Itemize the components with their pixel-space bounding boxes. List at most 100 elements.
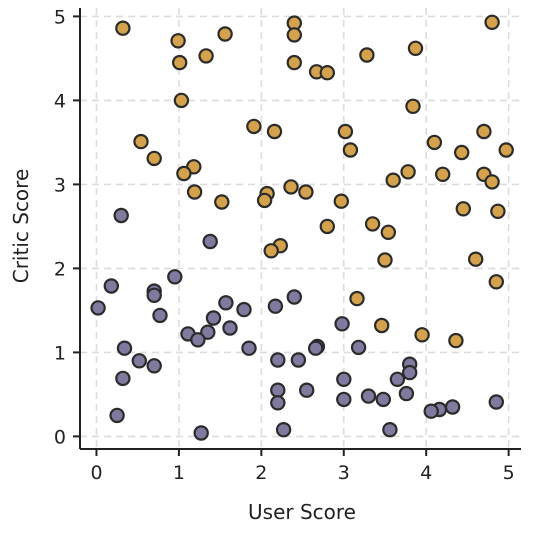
data-point: [118, 342, 131, 355]
data-point: [337, 373, 350, 386]
x-axis-label: User Score: [248, 500, 356, 524]
data-point: [172, 34, 185, 47]
data-point: [403, 366, 416, 379]
data-point: [292, 353, 305, 366]
y-tick-label: 2: [54, 258, 66, 280]
data-point: [111, 409, 124, 422]
x-tick-label: 1: [173, 462, 185, 484]
data-point: [271, 396, 284, 409]
data-point: [269, 300, 282, 313]
data-point: [490, 395, 503, 408]
grid: [80, 8, 521, 449]
data-point: [490, 275, 503, 288]
data-point: [436, 168, 449, 181]
data-point: [377, 393, 390, 406]
data-point: [309, 342, 322, 355]
data-point: [265, 244, 278, 257]
data-point: [299, 185, 312, 198]
data-point: [366, 217, 379, 230]
data-point: [288, 290, 301, 303]
data-point: [378, 253, 391, 266]
data-point: [477, 125, 490, 138]
data-point: [188, 185, 201, 198]
data-point: [350, 292, 363, 305]
data-point: [175, 94, 188, 107]
data-point: [247, 120, 260, 133]
data-point: [288, 56, 301, 69]
data-point: [491, 205, 504, 218]
data-point: [271, 384, 284, 397]
data-point: [321, 220, 334, 233]
data-point: [215, 195, 228, 208]
data-point: [486, 175, 499, 188]
data-point: [115, 209, 128, 222]
data-point: [177, 167, 190, 180]
data-point: [300, 384, 313, 397]
x-tick-label: 4: [420, 462, 432, 484]
y-tick-label: 0: [54, 426, 66, 448]
data-point: [133, 354, 146, 367]
data-point: [284, 180, 297, 193]
data-point: [207, 311, 220, 324]
data-point: [92, 301, 105, 314]
data-point: [352, 341, 365, 354]
data-point: [219, 296, 232, 309]
data-point: [457, 202, 470, 215]
x-tick-label: 5: [503, 462, 515, 484]
data-point: [148, 152, 161, 165]
data-point: [409, 42, 422, 55]
data-point: [271, 353, 284, 366]
data-point: [337, 393, 350, 406]
data-point: [134, 135, 147, 148]
data-point: [455, 146, 468, 159]
axes: [80, 8, 521, 449]
data-point: [153, 309, 166, 322]
data-point: [223, 321, 236, 334]
x-tick-label: 2: [255, 462, 267, 484]
data-point: [335, 195, 348, 208]
data-point: [173, 56, 186, 69]
data-point: [204, 235, 217, 248]
data-point: [242, 342, 255, 355]
data-point: [258, 194, 271, 207]
data-point: [428, 136, 441, 149]
data-point: [344, 143, 357, 156]
data-point: [425, 405, 438, 418]
data-point: [288, 28, 301, 41]
data-point: [200, 49, 213, 62]
y-tick-label: 5: [54, 6, 66, 28]
data-point: [375, 319, 388, 332]
data-point: [321, 66, 334, 79]
data-point: [195, 426, 208, 439]
data-point: [362, 390, 375, 403]
data-point: [382, 226, 395, 239]
data-points: [92, 16, 513, 440]
data-point: [168, 270, 181, 283]
data-point: [105, 279, 118, 292]
data-point: [402, 165, 415, 178]
data-point: [116, 372, 129, 385]
data-point: [277, 423, 290, 436]
data-point: [336, 317, 349, 330]
y-tick-label: 3: [54, 174, 66, 196]
data-point: [416, 328, 429, 341]
data-point: [387, 174, 400, 187]
y-tick-label: 4: [54, 90, 66, 112]
data-point: [237, 303, 250, 316]
data-point: [486, 16, 499, 29]
data-point: [406, 100, 419, 113]
x-tick-label: 3: [338, 462, 350, 484]
data-point: [400, 387, 413, 400]
y-axis-label: Critic Score: [9, 169, 33, 284]
data-point: [116, 22, 129, 35]
data-point: [339, 125, 352, 138]
data-point: [446, 400, 459, 413]
data-point: [148, 289, 161, 302]
data-point: [449, 334, 462, 347]
data-point: [383, 423, 396, 436]
data-point: [191, 333, 204, 346]
data-point: [268, 125, 281, 138]
data-point: [148, 359, 161, 372]
y-tick-label: 1: [54, 342, 66, 364]
